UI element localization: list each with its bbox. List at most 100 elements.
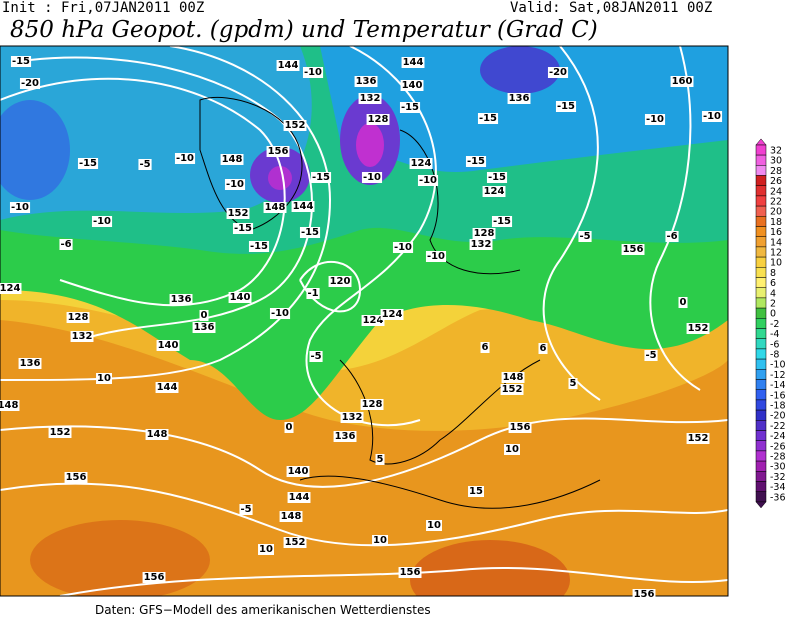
contour-label: 156 (66, 472, 87, 483)
contour-label-bg (507, 93, 531, 104)
contour-label: 132 (72, 331, 93, 342)
contour-label: 156 (268, 146, 289, 157)
contour-label: 160 (672, 76, 693, 87)
contour-label: 152 (502, 384, 523, 395)
contour-label-bg (644, 350, 658, 361)
colorbar-label: 30 (770, 156, 782, 167)
contour-label: 5 (377, 454, 384, 465)
contour-label: 152 (50, 427, 71, 438)
contour-label-bg (366, 114, 390, 125)
contour-label-bg (477, 113, 499, 124)
contour-label-bg (465, 156, 487, 167)
contour-label: -10 (176, 153, 194, 164)
contour-label: 140 (230, 292, 251, 303)
colorbar-label: -30 (770, 462, 786, 473)
contour-label-bg (199, 310, 209, 321)
contour-label: -10 (646, 114, 664, 125)
contour-label-bg (138, 159, 152, 170)
colorbar-label: 12 (770, 248, 782, 259)
contour-label: -6 (60, 239, 71, 250)
contour-label: -15 (79, 158, 97, 169)
coastlines (199, 96, 601, 509)
map-title: 850 hPa Geopot. (gpdm) und Temperatur (G… (10, 17, 598, 43)
contour-label: -15 (488, 172, 506, 183)
contour-label: 152 (285, 120, 306, 131)
contour-label: 144 (157, 382, 178, 393)
colorbar-label: -16 (770, 390, 786, 401)
contour-label-bg (372, 535, 388, 546)
contour-label-bg (392, 242, 414, 253)
colorbar-segment (755, 246, 767, 258)
contour-label-bg (701, 111, 723, 122)
contour-label-bg (145, 429, 169, 440)
contour-label: 0 (286, 422, 293, 433)
contour-label: 152 (688, 323, 709, 334)
contour-label: 6 (482, 342, 489, 353)
colorbar-label: 18 (770, 217, 782, 228)
contour-label: 136 (356, 76, 377, 87)
contour-label: 156 (510, 422, 531, 433)
contour-label: 156 (634, 589, 655, 600)
contour-label-bg (299, 227, 321, 238)
colorbar-label: -26 (770, 441, 786, 452)
colorbar-label: 8 (770, 268, 776, 279)
contour-label: -5 (579, 231, 590, 242)
contour-label-bg (555, 101, 577, 112)
colorbar-segment (755, 471, 767, 482)
contour-label: 120 (330, 276, 351, 287)
contour-label-bg (91, 216, 113, 227)
colorbar-segment (755, 236, 767, 248)
contour-label-bg (354, 76, 378, 87)
contour-label: 148 (503, 372, 524, 383)
contour-label-bg (398, 567, 422, 578)
colorbar-label: -14 (770, 380, 786, 391)
contour-label: 15 (469, 486, 483, 497)
colorbar-label: -34 (770, 482, 786, 493)
contour-label-bg (401, 57, 425, 68)
colorbar-label: 28 (770, 166, 782, 177)
colorbar-segment (755, 216, 767, 227)
init-time: Init : Fri,07JAN2011 00Z (2, 0, 205, 16)
contour-label: 136 (194, 322, 215, 333)
contour-label-bg (48, 427, 72, 438)
contour-label: -5 (240, 504, 251, 515)
contour-label-bg (469, 239, 493, 250)
contour-label-bg (239, 504, 253, 515)
colorbar-segment (755, 369, 767, 380)
contour-label-bg (375, 454, 385, 465)
colorbar-segment (755, 195, 767, 207)
colorbar-segment (755, 297, 767, 309)
contour-label: 144 (403, 57, 424, 68)
contour-label: 128 (474, 228, 495, 239)
colorbar-segment (755, 491, 767, 503)
contour-label-bg (644, 114, 666, 125)
colorbar-label: -8 (770, 350, 779, 361)
contour-label: 124 (0, 283, 20, 294)
contour-label-bg (286, 466, 310, 477)
contour-label-bg (361, 315, 385, 326)
contour-label-bg (156, 340, 180, 351)
colorbar-segment (755, 165, 767, 176)
colorbar-label: -18 (770, 401, 786, 412)
colorbar-label: -20 (770, 411, 786, 422)
colorbar-bottom-tip (755, 501, 767, 509)
colorbar-label: -10 (770, 360, 786, 371)
contour-label-bg (504, 444, 520, 455)
colorbar-label: 6 (770, 278, 776, 289)
colorbar-label: -22 (770, 421, 786, 432)
contour-label: -10 (419, 175, 437, 186)
colorbar-label: 24 (770, 186, 782, 197)
colorbar-label: 16 (770, 227, 782, 238)
contour-label: -15 (479, 113, 497, 124)
contour-label: 144 (278, 60, 299, 71)
contour-label-bg (480, 342, 490, 353)
colorbar-label: 20 (770, 207, 782, 218)
contour-label: 156 (400, 567, 421, 578)
colorbar-segment (755, 328, 767, 339)
contour-label: 136 (171, 294, 192, 305)
contour-label: -5 (310, 351, 321, 362)
contour-label: 128 (68, 312, 89, 323)
contour-label: -10 (304, 67, 322, 78)
contour-label-bg (508, 422, 532, 433)
contour-label-bg (266, 146, 290, 157)
